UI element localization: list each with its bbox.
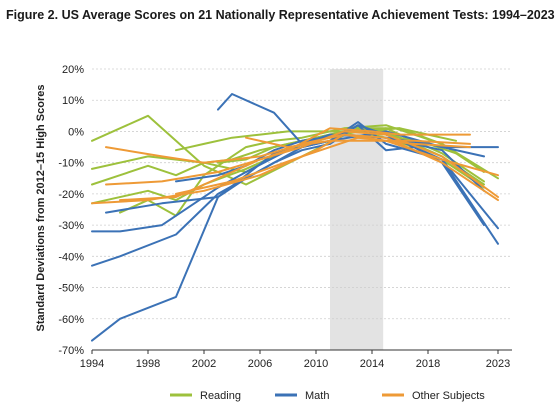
legend-label: Math — [305, 390, 329, 402]
x-tick-label: 2010 — [304, 358, 328, 370]
x-tick-label: 2002 — [192, 358, 216, 370]
x-tick-label: 2006 — [248, 358, 272, 370]
y-tick-label: -40% — [58, 251, 84, 263]
legend-label: Other Subjects — [412, 390, 485, 402]
y-tick-label: -70% — [58, 345, 84, 357]
series-line-reading-4 — [119, 124, 485, 217]
x-tick-label: 2018 — [416, 358, 440, 370]
legend: Reading Math Other Subjects — [170, 390, 485, 402]
x-tick-label: 1994 — [80, 358, 104, 370]
y-tick-label: 0% — [68, 126, 84, 138]
series-line-other-subjects-17 — [119, 127, 471, 202]
axes: 20% 10% 0% -10% -20% -30% -40% -50% -60% -70%1994… — [58, 64, 512, 370]
series-line-reading-5 — [175, 127, 457, 152]
y-tick-label: 20% — [62, 64, 84, 76]
x-tick-label: 2023 — [486, 358, 510, 370]
y-tick-label: -30% — [58, 220, 84, 232]
series-line-math-9 — [91, 121, 499, 267]
shaded-band — [330, 69, 384, 350]
y-tick-label: -10% — [58, 158, 84, 170]
series-line-other-subjects-15 — [105, 130, 499, 198]
x-tick-label: 1998 — [136, 358, 160, 370]
y-tick-label: -20% — [58, 189, 84, 201]
y-tick-label: 10% — [62, 95, 84, 107]
figure-title: Figure 2. US Average Scores on 21 Nation… — [6, 8, 555, 22]
y-tick-label: -60% — [58, 314, 84, 326]
shaded-period — [330, 69, 384, 350]
y-tick-label: -50% — [58, 283, 84, 295]
series-line-other-subjects-19 — [175, 136, 471, 195]
legend-label: Reading — [200, 390, 241, 402]
y-axis-label: Standard Deviations from 2012–15 High Sc… — [35, 85, 47, 332]
x-tick-label: 2014 — [360, 358, 384, 370]
series-lines — [91, 93, 499, 342]
series-line-math-13 — [175, 133, 485, 183]
